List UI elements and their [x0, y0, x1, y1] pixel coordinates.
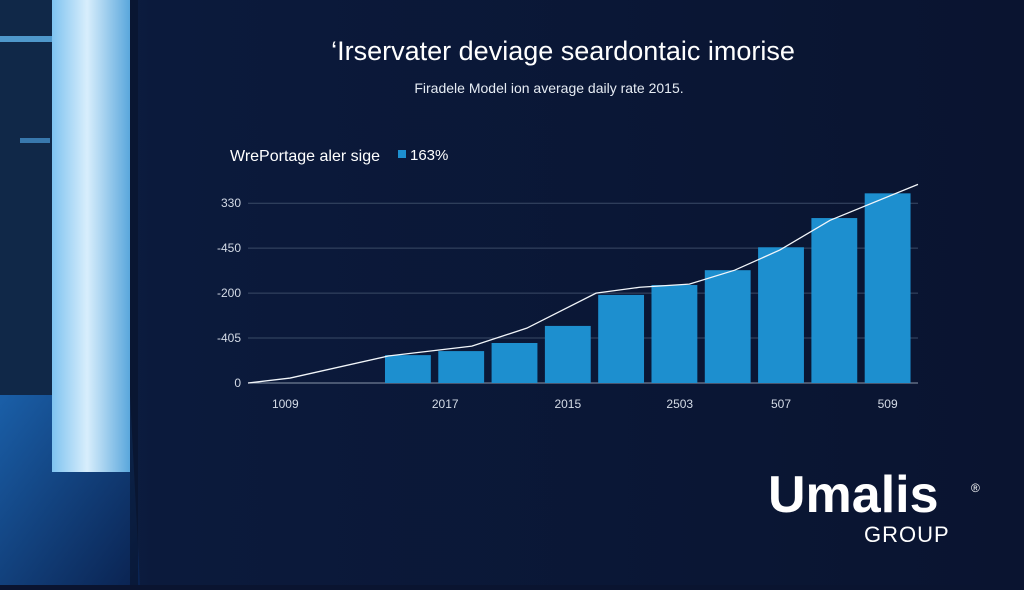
line [247, 183, 919, 384]
light-strip [20, 138, 50, 143]
logo-sub: GROUP [864, 522, 950, 547]
plot: 0 -405 -200 -450 330 1009 2017 2015 2503 507 509 [217, 183, 919, 411]
chart-title: ‘Irservater deviage seardontaic imorise [331, 36, 795, 66]
chart-subtitle: Firadele Model ion average daily rate 20… [414, 80, 683, 96]
bar [651, 285, 698, 383]
backdrop-wall [0, 0, 52, 400]
legend-swatch [398, 150, 406, 158]
pillar [52, 0, 130, 472]
bar [864, 193, 911, 383]
x-tick-label: 509 [878, 397, 898, 411]
bar [491, 343, 538, 383]
legend-label: 163% [410, 147, 448, 164]
y-tick-label: 0 [234, 376, 241, 390]
x-tick-label: 507 [771, 397, 791, 411]
bar [384, 355, 431, 383]
y-tick-label: -450 [217, 241, 241, 255]
y-tick-label: -405 [217, 331, 241, 345]
bar [758, 247, 804, 383]
logo-mark: ® [971, 481, 980, 495]
pillar-shadow [130, 0, 138, 585]
legend-title: WrePortage aler sige [230, 148, 380, 165]
bar [544, 325, 591, 383]
x-tick-label: 2017 [432, 397, 459, 411]
logo-name: Umalis [768, 466, 939, 524]
x-tick-label: 2503 [666, 397, 693, 411]
x-tick-label: 1009 [272, 397, 299, 411]
light-strip [0, 36, 52, 42]
y-tick-label: 330 [221, 196, 241, 210]
bar [438, 351, 485, 383]
bar [598, 294, 645, 383]
y-tick-label: -200 [217, 286, 241, 300]
bar [704, 270, 751, 383]
bar [811, 218, 858, 383]
x-tick-label: 2015 [554, 397, 581, 411]
